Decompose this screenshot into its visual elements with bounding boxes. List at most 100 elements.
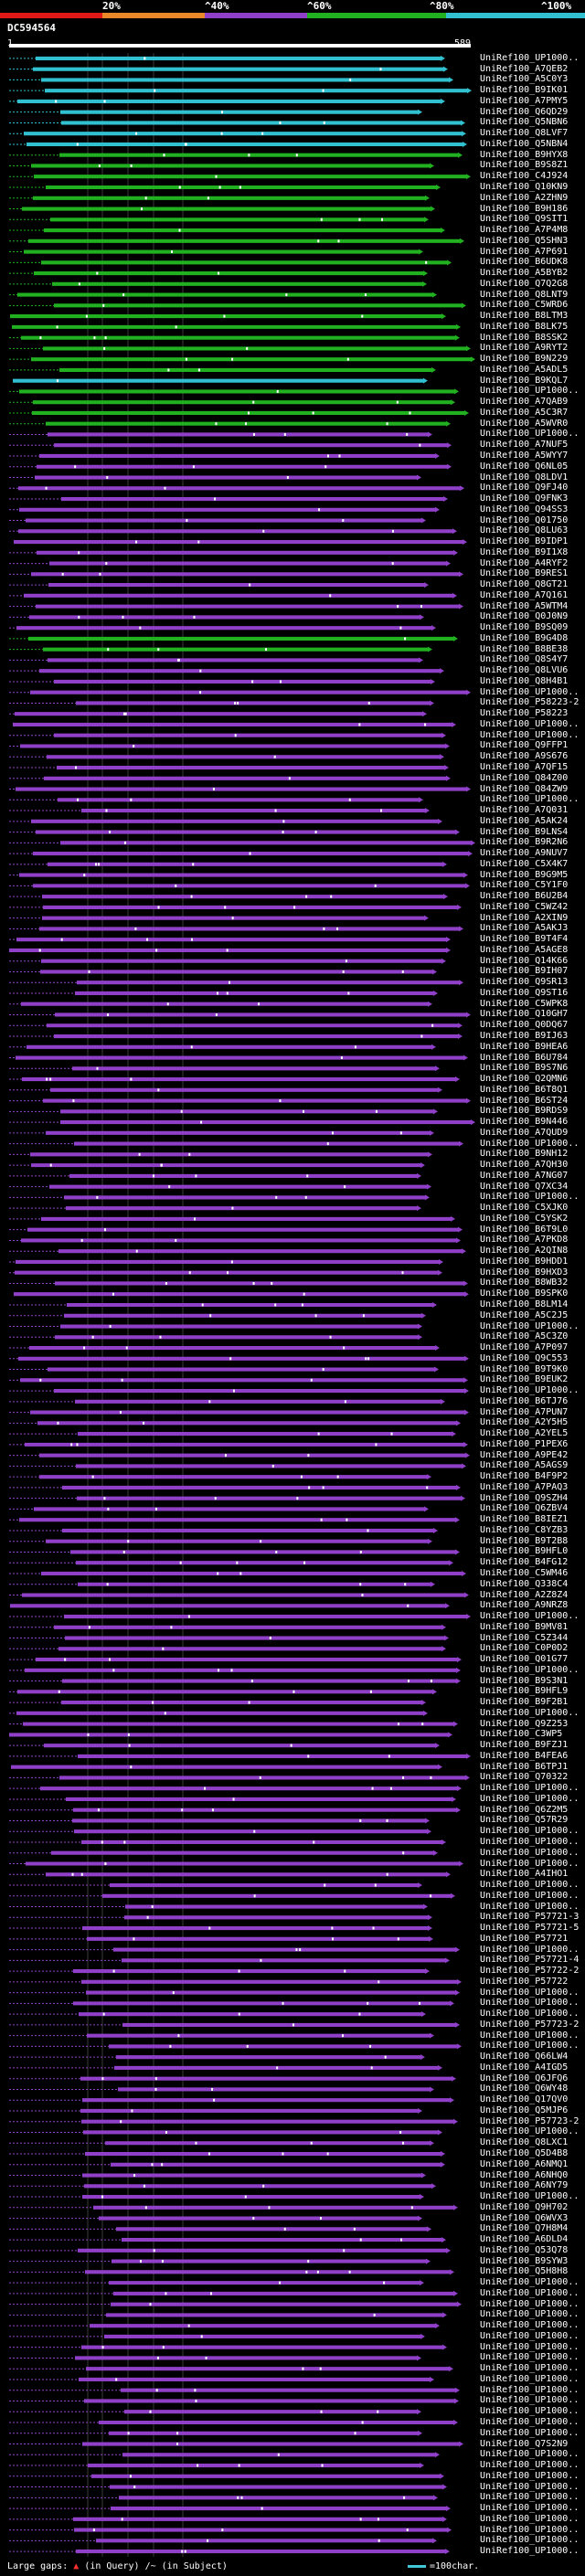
hit-label[interactable]: UniRef100_P58223-2	[480, 697, 580, 708]
hit-label[interactable]: UniRef100_P57721-4	[480, 1955, 580, 1966]
hit-label[interactable]: UniRef100_UP1000..	[480, 2395, 580, 2406]
hit-label[interactable]: UniRef100_UP1000..	[480, 1847, 580, 1858]
hit-label[interactable]: UniRef100_Q0DQ67	[480, 1020, 569, 1031]
hit-label[interactable]: UniRef100_A7PKD8	[480, 1235, 569, 1246]
hit-label[interactable]: UniRef100_A9RYT2	[480, 343, 569, 354]
hit-label[interactable]: UniRef100_UP1000..	[480, 2503, 580, 2514]
hit-label[interactable]: UniRef100_B6U784	[480, 1052, 569, 1063]
hit-label[interactable]: UniRef100_P57722	[480, 1976, 569, 1987]
hit-label[interactable]: UniRef100_Q5NBN4	[480, 138, 569, 149]
hit-label[interactable]: UniRef100_Q9FJ40	[480, 482, 569, 493]
hit-label[interactable]: UniRef100_Q7H8M4	[480, 2223, 569, 2234]
hit-label[interactable]: UniRef100_B9KQL7	[480, 375, 569, 386]
hit-label[interactable]: UniRef100_Q66LW4	[480, 2051, 569, 2062]
hit-label[interactable]: UniRef100_UP1000..	[480, 2546, 580, 2557]
hit-label[interactable]: UniRef100_Q7S2N9	[480, 2438, 569, 2449]
hit-label[interactable]: UniRef100_B9T9K0	[480, 1363, 569, 1374]
hit-label[interactable]: UniRef100_Q84Z00	[480, 772, 569, 783]
hit-label[interactable]: UniRef100_B8LK75	[480, 321, 569, 332]
hit-label[interactable]: UniRef100_A4IHO1	[480, 1869, 569, 1880]
hit-label[interactable]: UniRef100_Q8S4Y7	[480, 654, 569, 665]
hit-label[interactable]: UniRef100_A7PUN7	[480, 1406, 569, 1417]
hit-label[interactable]: UniRef100_A2QIN8	[480, 1246, 569, 1256]
hit-label[interactable]: UniRef100_B9F2B1	[480, 1697, 569, 1708]
hit-label[interactable]: UniRef100_A9NUV7	[480, 848, 569, 859]
hit-label[interactable]: UniRef100_A7QF15	[480, 762, 569, 773]
hit-label[interactable]: UniRef100_A5C3R7	[480, 407, 569, 418]
hit-label[interactable]: UniRef100_Q53Q78	[480, 2244, 569, 2255]
hit-label[interactable]: UniRef100_A5AGE8	[480, 944, 569, 955]
hit-label[interactable]: UniRef100_B9G9M5	[480, 869, 569, 880]
hit-label[interactable]: UniRef100_UP1000..	[480, 1707, 580, 1718]
hit-label[interactable]: UniRef100_B9H186	[480, 203, 569, 214]
hit-label[interactable]: UniRef100_B9IDP1	[480, 536, 569, 547]
hit-label[interactable]: UniRef100_B6TJ76	[480, 1395, 569, 1406]
hit-label[interactable]: UniRef100_P57723-2	[480, 2115, 580, 2126]
hit-label[interactable]: UniRef100_B9I1X8	[480, 546, 569, 557]
hit-label[interactable]: UniRef100_A5WYY7	[480, 450, 569, 461]
hit-label[interactable]: UniRef100_B9RES1	[480, 568, 569, 579]
hit-label[interactable]: UniRef100_UP1000..	[480, 2126, 580, 2137]
hit-label[interactable]: UniRef100_UP1000..	[480, 2481, 580, 2492]
hit-label[interactable]: UniRef100_UP1000..	[480, 1890, 580, 1901]
hit-label[interactable]: UniRef100_UP1000..	[480, 1320, 580, 1331]
hit-label[interactable]: UniRef100_UP1000..	[480, 2492, 580, 2503]
hit-label[interactable]: UniRef100_A6NY79	[480, 2180, 569, 2191]
hit-label[interactable]: UniRef100_UP1000..	[480, 794, 580, 805]
hit-label[interactable]: UniRef100_Q70322	[480, 1772, 569, 1783]
hit-label[interactable]: UniRef100_B9N229	[480, 354, 569, 365]
hit-label[interactable]: UniRef100_UP1000..	[480, 729, 580, 740]
hit-label[interactable]: UniRef100_Q6ZBV4	[480, 1503, 569, 1514]
hit-label[interactable]: UniRef100_UP1000..	[480, 1664, 580, 1675]
hit-label[interactable]: UniRef100_Q8H4B1	[480, 675, 569, 686]
hit-label[interactable]: UniRef100_B9SQ09	[480, 622, 569, 633]
hit-label[interactable]: UniRef100_Q5MJP6	[480, 2104, 569, 2115]
hit-label[interactable]: UniRef100_UP1000..	[480, 2330, 580, 2341]
hit-label[interactable]: UniRef100_Q8LVF7	[480, 128, 569, 139]
hit-label[interactable]: UniRef100_B9S3N1	[480, 1675, 569, 1686]
hit-label[interactable]: UniRef100_Q8LXC1	[480, 2137, 569, 2148]
hit-label[interactable]: UniRef100_UP1000..	[480, 1858, 580, 1869]
hit-label[interactable]: UniRef100_UP1000..	[480, 1385, 580, 1396]
hit-label[interactable]: UniRef100_C4J924	[480, 171, 569, 182]
hit-label[interactable]: UniRef100_B9SPK0	[480, 1288, 569, 1299]
hit-label[interactable]: UniRef100_B9FZJ1	[480, 1740, 569, 1751]
hit-label[interactable]: UniRef100_Q8LU63	[480, 525, 569, 536]
hit-label[interactable]: UniRef100_B9HXD3	[480, 1267, 569, 1277]
hit-label[interactable]: UniRef100_Q5SHN3	[480, 235, 569, 246]
hit-label[interactable]: UniRef100_A7P097	[480, 1342, 569, 1353]
hit-label[interactable]: UniRef100_C3WP5	[480, 1729, 563, 1740]
hit-label[interactable]: UniRef100_C5YSK2	[480, 1213, 569, 1224]
hit-label[interactable]: UniRef100_Q9C553	[480, 1352, 569, 1363]
hit-label[interactable]: UniRef100_UP1000..	[480, 1138, 580, 1149]
hit-label[interactable]: UniRef100_A6DLD4	[480, 2234, 569, 2245]
hit-label[interactable]: UniRef100_B6ST24	[480, 1095, 569, 1106]
hit-label[interactable]: UniRef100_UP1000..	[480, 2277, 580, 2288]
hit-label[interactable]: UniRef100_Q7Q2G8	[480, 278, 569, 289]
hit-label[interactable]: UniRef100_Q10GH7	[480, 1009, 569, 1020]
hit-label[interactable]: UniRef100_Q6Z2M5	[480, 1804, 569, 1815]
hit-label[interactable]: UniRef100_UP1000..	[480, 2470, 580, 2481]
hit-label[interactable]: UniRef100_B6TPJ1	[480, 1761, 569, 1772]
hit-label[interactable]: UniRef100_B6T9L0	[480, 1224, 569, 1235]
hit-label[interactable]: UniRef100_Q9FFP1	[480, 740, 569, 751]
hit-label[interactable]: UniRef100_B9HFL9	[480, 1686, 569, 1697]
hit-label[interactable]: UniRef100_UP1000..	[480, 2373, 580, 2384]
hit-label[interactable]: UniRef100_B9MV81	[480, 1621, 569, 1632]
hit-label[interactable]: UniRef100_Q0J0N9	[480, 611, 569, 622]
hit-label[interactable]: UniRef100_C5WZ42	[480, 901, 569, 912]
hit-label[interactable]: UniRef100_Q01G77	[480, 1654, 569, 1665]
hit-label[interactable]: UniRef100_A5AK24	[480, 815, 569, 826]
hit-label[interactable]: UniRef100_UP1000..	[480, 1901, 580, 1912]
hit-label[interactable]: UniRef100_A2Z8Z4	[480, 1589, 569, 1600]
hit-label[interactable]: UniRef100_Q57R29	[480, 1815, 569, 1826]
hit-label[interactable]: UniRef100_A5C0Y3	[480, 74, 569, 85]
hit-label[interactable]: UniRef100_UP1000..	[480, 1793, 580, 1804]
hit-label[interactable]: UniRef100_B9HEA6	[480, 1041, 569, 1052]
hit-label[interactable]: UniRef100_Q10KN9	[480, 181, 569, 192]
hit-label[interactable]: UniRef100_UP1000..	[480, 1998, 580, 2009]
hit-label[interactable]: UniRef100_A6NHQ0	[480, 2169, 569, 2180]
hit-label[interactable]: UniRef100_A5C3Z0	[480, 1331, 569, 1342]
hit-label[interactable]: UniRef100_UP1000..	[480, 1880, 580, 1891]
hit-label[interactable]: UniRef100_A5BYB2	[480, 268, 569, 279]
